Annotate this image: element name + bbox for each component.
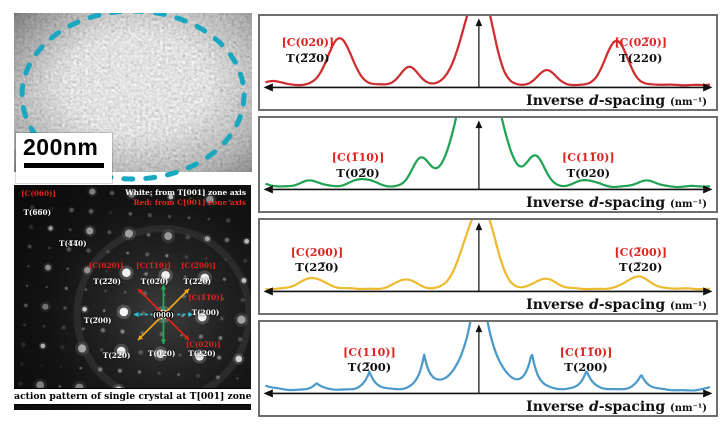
- dp-t-reflection-label: T(6̅6̅0): [23, 207, 52, 217]
- profile-panel-yellow: [C(200)] T(22̅0) [C(2̅00)] T(2̅20) Inver…: [258, 218, 718, 315]
- dp-caption: Diffraction pattern of single crystal at…: [14, 388, 251, 405]
- profile-panel-blue: [C(110)] T(2̅00) [C(1̅1̅0)] T(200) Inver…: [258, 320, 718, 417]
- dp-t-reflection-label: T(02̅0): [140, 277, 169, 287]
- x-axis-label: Inverse d-spacing (nm⁻¹): [526, 93, 707, 109]
- dp-t-reflection-label: T(2̅2̅0): [93, 277, 121, 287]
- right-reflection-labels: [C(2̅00)] T(2̅20): [614, 246, 667, 275]
- dp-t-reflection-label: T(200): [191, 307, 220, 317]
- scale-bar-box: 200nm: [16, 133, 112, 183]
- right-reflection-labels: [C(11̅0)] T(020): [562, 151, 615, 180]
- dp-c-reflection-label: [C(020)]: [88, 260, 124, 270]
- dp-legend: White: from T[001] zone axis Red: from C…: [125, 188, 246, 208]
- profile-panel-green: [C(1̅10)] T(02̅0) [C(11̅0)] T(020) Inver…: [258, 116, 718, 213]
- scale-bar-label: 200nm: [23, 134, 99, 160]
- t-reflection-label: T(2̅2̅0): [286, 50, 330, 65]
- dp-c-reflection-label: [C(1̅1̅0)]: [188, 293, 224, 303]
- left-reflection-labels: [C(020)] T(2̅2̅0): [282, 36, 335, 65]
- dp-c-reflection-label: [C(2̅00)]: [181, 260, 216, 270]
- t-reflection-label: T(020): [566, 165, 611, 180]
- x-axis-label: Inverse d-spacing (nm⁻¹): [526, 399, 707, 415]
- c-reflection-label: [C(1̅10)]: [331, 151, 385, 165]
- t-reflection-label: T(02̅0): [336, 165, 380, 180]
- t-reflection-label: T(2̅20): [619, 260, 663, 275]
- scale-bar: [24, 163, 104, 168]
- right-reflection-labels: [C(02̅0)] T(220): [614, 36, 667, 65]
- dp-t-reflection-label: T(4̅4̅0): [59, 239, 87, 249]
- dp-t-reflection-label: T(2̅20): [183, 277, 212, 287]
- right-reflection-labels: [C(1̅1̅0)] T(200): [560, 346, 613, 375]
- c-reflection-label: [C(02̅0)]: [614, 36, 668, 50]
- dp-legend-red: Red: from C[001] zone axis: [133, 197, 246, 207]
- c-reflection-label: [C(200)]: [290, 246, 344, 260]
- profile-panel-red: [C(020)] T(2̅2̅0) [C(02̅0)] T(220) Inver…: [258, 14, 718, 111]
- c-reflection-label: [C(2̅00)]: [614, 246, 668, 260]
- dp-legend-white: White: from T[001] zone axis: [125, 188, 246, 197]
- c-reflection-label: [C(020)]: [281, 36, 335, 50]
- left-reflection-labels: [C(1̅10)] T(02̅0): [332, 151, 385, 180]
- profile-plot-red: [263, 16, 713, 92]
- t-reflection-label: T(2̅00): [347, 360, 392, 375]
- dp-t-reflection-label: T(020): [147, 349, 176, 359]
- dp-t-reflection-label: T(220): [188, 349, 216, 359]
- svg-text:(000): (000): [153, 311, 174, 320]
- dp-c-reflection-label: [C(02̅0)]: [185, 340, 221, 350]
- x-axis-label: Inverse d-spacing (nm⁻¹): [526, 297, 707, 313]
- t-reflection-label: T(200): [564, 360, 608, 375]
- c-reflection-label: [C(11̅0)]: [562, 151, 615, 165]
- t-reflection-label: T(220): [619, 50, 663, 65]
- dp-t-reflection-label: T(22̅0): [102, 350, 131, 360]
- diffraction-labels-layer: [C(060)] T(6̅6̅0) T(4̅4̅0) [C(020)] T(2̅2̅0)…: [14, 185, 251, 410]
- profile-plot-yellow: [263, 220, 713, 296]
- c-reflection-label: [C(1̅1̅0)]: [559, 346, 613, 360]
- profile-plot-blue: [263, 322, 713, 398]
- x-axis-label: Inverse d-spacing (nm⁻¹): [526, 195, 707, 211]
- c-reflection-label: [C(110)]: [343, 346, 396, 360]
- t-reflection-label: T(22̅0): [295, 260, 339, 275]
- diffraction-pattern: (000) [C(060)] T(6̅6̅0) T(4̅4̅0) [C(020)] T(…: [14, 185, 251, 410]
- dp-t-reflection-label: T(2̅00): [83, 315, 112, 325]
- tem-image: 200nm: [14, 13, 252, 185]
- dp-c-reflection-label: [C(060)]: [21, 188, 56, 198]
- left-reflection-labels: [C(110)] T(2̅00): [343, 346, 396, 375]
- dp-c-reflection-label: [C(1̅10)]: [136, 260, 171, 270]
- left-reflection-labels: [C(200)] T(22̅0): [291, 246, 344, 275]
- profile-plot-green: [263, 118, 713, 194]
